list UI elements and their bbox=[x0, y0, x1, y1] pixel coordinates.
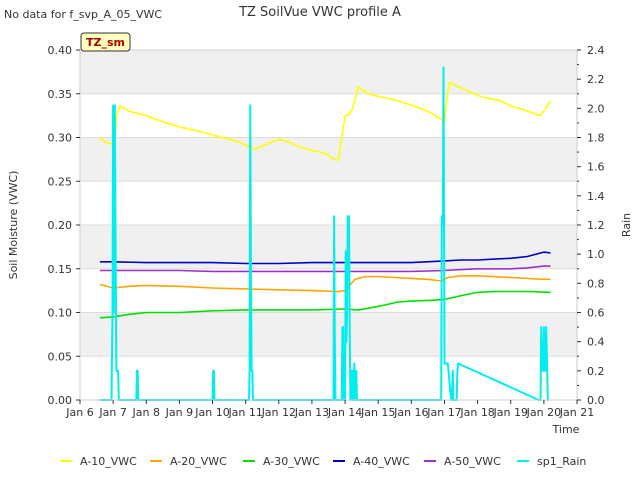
y2-tick-label: 0.6 bbox=[587, 307, 605, 320]
plot-band bbox=[80, 50, 577, 94]
series-line-a-10-vwc bbox=[99, 81, 552, 161]
y2-tick-label: 1.4 bbox=[587, 190, 605, 203]
y-tick-label: 0.30 bbox=[48, 132, 73, 145]
y-tick-label: 0.20 bbox=[48, 219, 73, 232]
x-tick-label: Jan 7 bbox=[98, 406, 126, 419]
legend-label: sp1_Rain bbox=[537, 455, 586, 468]
badge-label: TZ_sm bbox=[86, 36, 125, 49]
legend-label: A-20_VWC bbox=[170, 455, 227, 468]
y2-tick-label: 2.0 bbox=[587, 102, 605, 115]
y2-tick-label: 0.8 bbox=[587, 277, 605, 290]
plot-band bbox=[80, 312, 577, 357]
axes: 0.00 0.05 0.10 0.15 0.20 0.25 0.30 0.35 0.40 0.0 0… bbox=[48, 44, 605, 419]
x-tick-label: Jan 10 bbox=[194, 406, 229, 419]
plot-band bbox=[80, 356, 577, 400]
y-tick-label: 0.35 bbox=[48, 88, 73, 101]
x-tick-label: Jan 21 bbox=[559, 406, 594, 419]
legend-label: A-10_VWC bbox=[80, 455, 137, 468]
y-tick-label: 0.05 bbox=[48, 350, 73, 363]
y-tick-label: 0.10 bbox=[48, 307, 73, 320]
y2-tick-label: 2.2 bbox=[587, 73, 605, 86]
x-tick-label: Jan 17 bbox=[426, 406, 461, 419]
plot-band bbox=[80, 181, 577, 225]
x-tick-label: Jan 14 bbox=[327, 406, 362, 419]
y-tick-label: 0.25 bbox=[48, 175, 73, 188]
x-tick-label: Jan 6 bbox=[65, 406, 93, 419]
badge: TZ_sm bbox=[80, 32, 131, 52]
x-tick-label: Jan 20 bbox=[526, 406, 561, 419]
y-axis-label: Soil Moisture (VWC) bbox=[7, 171, 20, 280]
plot-band bbox=[80, 137, 577, 182]
y2-tick-label: 0.0 bbox=[587, 394, 605, 407]
x-tick-label: Jan 15 bbox=[360, 406, 395, 419]
series-line-a-20-vwc bbox=[99, 274, 551, 293]
x-tick-label: Jan 13 bbox=[294, 406, 329, 419]
series-line-a-30-vwc bbox=[99, 290, 551, 319]
plot-band bbox=[80, 93, 577, 138]
x-tick-label: Jan 18 bbox=[459, 406, 494, 419]
y2-tick-label: 1.2 bbox=[587, 219, 605, 232]
x-tick-label: Jan 11 bbox=[227, 406, 262, 419]
series-line-a-40-vwc bbox=[99, 251, 551, 265]
chart-title: TZ SoilVue VWC profile A bbox=[238, 5, 401, 20]
legend-label: A-50_VWC bbox=[444, 455, 501, 468]
badge-box bbox=[80, 32, 131, 52]
legend: A-10_VWC A-20_VWC A-30_VWC A-40_VWC A-50_VWC… bbox=[60, 455, 586, 468]
legend-label: A-30_VWC bbox=[263, 455, 320, 468]
legend-label: A-40_VWC bbox=[353, 455, 410, 468]
plot-band bbox=[80, 225, 577, 269]
y2-axis-label: Rain bbox=[620, 213, 633, 237]
x-tick-label: Jan 12 bbox=[261, 406, 296, 419]
y-tick-label: 0.00 bbox=[48, 394, 73, 407]
y2-tick-label: 1.8 bbox=[587, 132, 605, 145]
y2-tick-label: 2.4 bbox=[587, 44, 605, 57]
x-tick-label: Jan 16 bbox=[393, 406, 428, 419]
y2-tick-label: 0.2 bbox=[587, 365, 605, 378]
x-tick-label: Jan 8 bbox=[132, 406, 160, 419]
x-axis-label: Time bbox=[552, 423, 580, 436]
plot-background bbox=[80, 50, 577, 400]
y2-tick-label: 1.0 bbox=[587, 248, 605, 261]
status-text: No data for f_svp_A_05_VWC bbox=[4, 8, 162, 21]
y-tick-label: 0.15 bbox=[48, 263, 73, 276]
y2-tick-label: 0.4 bbox=[587, 336, 605, 349]
x-tick-label: Jan 19 bbox=[493, 406, 528, 419]
series-line-a-50-vwc bbox=[99, 265, 551, 273]
x-tick-label: Jan 9 bbox=[165, 406, 193, 419]
y-tick-label: 0.40 bbox=[48, 44, 73, 57]
y2-tick-label: 1.6 bbox=[587, 161, 605, 174]
